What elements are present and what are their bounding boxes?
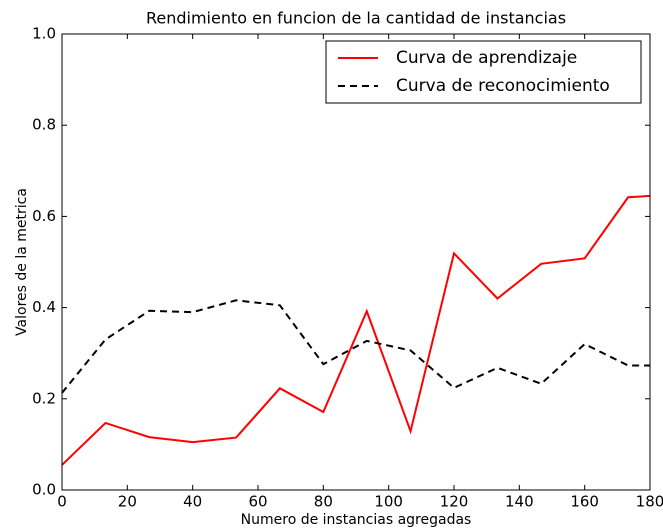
y-tick-label: 0.0 [32,481,56,499]
legend-label: Curva de reconocimiento [396,76,610,96]
x-tick-label: 100 [374,493,403,511]
x-tick-label: 60 [248,493,267,511]
legend-box [325,40,642,104]
x-tick-label: 160 [570,493,599,511]
plot-frame [61,33,651,491]
data-line [61,194,651,466]
y-tick-label: 0.8 [32,116,56,134]
x-tick-label: 40 [183,493,202,511]
x-tick-label: 140 [505,493,534,511]
y-tick-label: 0.4 [32,298,56,316]
x-tick-label: 80 [314,493,333,511]
data-line [61,299,650,394]
x-tick-label: 0 [57,493,67,511]
y-tick-label: 0.6 [32,207,56,225]
x-tick-label: 180 [636,493,663,511]
x-axis-label: Numero de instancias agregadas [241,512,472,528]
x-tick-label: 20 [118,493,137,511]
y-tick-label: 0.2 [32,389,56,407]
y-axis-label: Valores de la metrica [14,188,30,336]
y-tick-label: 1.0 [32,25,56,43]
chart-title: Rendimiento en funcion de la cantidad de… [146,9,566,28]
legend-label: Curva de aprendizaje [396,48,577,68]
x-tick-label: 120 [440,493,469,511]
